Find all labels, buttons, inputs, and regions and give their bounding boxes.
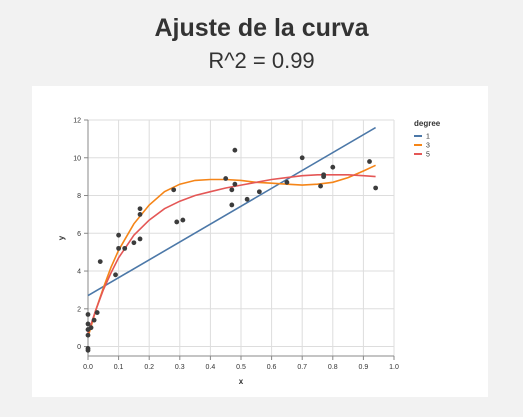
- data-point: [330, 164, 336, 170]
- x-tick-label: 0.5: [236, 364, 246, 371]
- x-tick-label: 0.2: [144, 364, 154, 371]
- data-point: [122, 245, 128, 251]
- data-point: [232, 181, 238, 187]
- y-tick-label: 6: [77, 231, 81, 238]
- data-point: [180, 217, 186, 223]
- data-point: [229, 202, 235, 208]
- series-line-degree-3: [87, 164, 376, 338]
- chart-subtitle: R^2 = 0.99: [208, 48, 315, 73]
- data-point: [367, 159, 372, 164]
- data-point: [97, 259, 103, 264]
- data-point: [85, 321, 91, 327]
- data-point: [244, 196, 250, 202]
- x-tick-label: 0.8: [328, 364, 338, 371]
- data-point: [85, 332, 91, 338]
- data-point: [94, 310, 100, 315]
- data-point: [85, 312, 91, 317]
- data-point: [171, 187, 177, 193]
- data-point: [299, 155, 305, 161]
- data-point: [131, 240, 137, 246]
- y-axis-title: y: [57, 235, 66, 240]
- chart-panel: 0.0 0.1 0.2 0.3 0.4 0.5 0.6 0.7 0.8 0.9 1.0 0 2 4 6 8 10…: [32, 86, 488, 397]
- y-tick-label: 10: [73, 155, 81, 162]
- y-tick-label: 12: [73, 118, 81, 125]
- chart-title: Ajuste de la curva: [154, 14, 369, 42]
- x-tick-label: 0.1: [114, 364, 124, 371]
- data-point: [116, 245, 121, 251]
- data-point: [88, 325, 94, 331]
- x-tick-label: 1.0: [389, 364, 399, 371]
- y-tick-label: 8: [77, 193, 81, 200]
- y-tick-label: 2: [77, 306, 81, 313]
- data-point: [174, 219, 180, 225]
- legend-label: 1: [426, 134, 430, 141]
- data-point: [284, 179, 290, 185]
- x-tick-label: 0.4: [206, 364, 216, 371]
- x-tick-label: 0.6: [267, 364, 277, 371]
- data-point: [373, 185, 379, 191]
- data-point: [137, 206, 143, 212]
- y-tick-label: 4: [77, 269, 81, 276]
- x-tick-label: 0.0: [83, 364, 93, 371]
- data-point: [229, 187, 235, 193]
- x-axis-title: x: [239, 377, 244, 386]
- x-tick-label: 0.7: [297, 364, 307, 371]
- data-point: [223, 176, 229, 181]
- data-point: [85, 346, 91, 351]
- data-point: [137, 212, 143, 217]
- data-point: [113, 272, 118, 278]
- data-point: [137, 236, 143, 242]
- data-point: [318, 183, 323, 189]
- legend-label: 3: [426, 143, 430, 150]
- legend-label: 5: [426, 152, 430, 159]
- legend-title: degree: [414, 119, 441, 128]
- x-tick-label: 0.3: [175, 364, 185, 371]
- y-tick-label: 0: [77, 344, 81, 351]
- data-point: [232, 147, 238, 153]
- data-point: [116, 232, 121, 238]
- series-line-degree-1: [87, 126, 377, 297]
- chart-svg: 0.0 0.1 0.2 0.3 0.4 0.5 0.6 0.7 0.8 0.9 1.0 0 2 4 6 8 10…: [57, 118, 441, 387]
- data-point: [321, 172, 327, 178]
- data-point: [91, 317, 97, 323]
- data-point: [256, 189, 262, 195]
- x-tick-label: 0.9: [359, 364, 369, 371]
